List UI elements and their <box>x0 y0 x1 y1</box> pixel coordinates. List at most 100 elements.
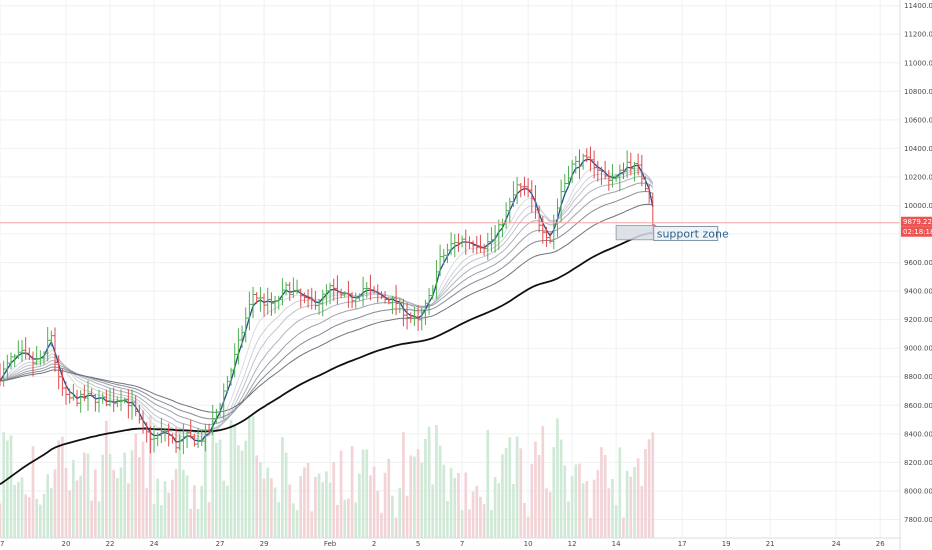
volume-bar <box>596 470 600 538</box>
ohlc-bar <box>610 164 615 188</box>
ohlc-bar <box>482 243 487 256</box>
volume-bar <box>2 432 6 538</box>
volume-bar <box>519 448 523 538</box>
volume-bar <box>251 416 255 538</box>
time-tick-label: 24 <box>150 540 159 548</box>
ohlc-bar <box>449 232 454 256</box>
volume-bar <box>273 487 277 538</box>
current-price-label: 9879.22 <box>903 218 932 226</box>
volume-bar <box>35 498 39 538</box>
volume-bar <box>449 467 453 538</box>
volume-bar <box>369 475 372 538</box>
volume-bar <box>328 482 332 538</box>
ohlc-bar <box>595 160 600 182</box>
ohlc-bar <box>603 160 608 180</box>
volume-bar <box>270 478 273 538</box>
volume-bar <box>160 505 163 538</box>
ohlc-bar <box>529 180 534 213</box>
ohlc-bar <box>12 353 17 368</box>
volume-bar <box>629 476 633 538</box>
ohlc-bar <box>155 432 160 447</box>
ohlc-bar <box>122 397 127 404</box>
volume-bar <box>405 495 409 538</box>
ohlc-bar <box>221 383 226 420</box>
ohlc-bar <box>144 421 149 443</box>
price-tick-label: 8600.00 <box>904 402 932 410</box>
price-tick-label: 9600.00 <box>904 259 932 267</box>
ohlc-bar <box>518 182 523 198</box>
ohlc-bar <box>357 293 362 301</box>
volume-bar <box>526 516 530 538</box>
volume-bar <box>618 447 622 538</box>
volume-bar <box>108 454 112 538</box>
ohlc-bar <box>276 295 281 310</box>
volume-bar <box>365 449 369 538</box>
time-tick-label: 29 <box>260 540 269 548</box>
volume-bar <box>141 441 145 538</box>
volume-bar <box>468 509 471 538</box>
ohlc-bar <box>97 389 102 413</box>
ohlc-bar <box>379 291 384 300</box>
ohlc-bar <box>42 351 47 365</box>
ohlc-bar <box>643 176 648 191</box>
ohlc-bar <box>331 278 336 301</box>
ohlc-bar <box>537 205 542 233</box>
volume-bar <box>376 490 380 538</box>
volume-bar <box>72 459 75 538</box>
ohlc-bar <box>551 214 556 250</box>
ohlc-bar <box>636 153 641 176</box>
ohlc-bar <box>306 289 311 308</box>
volume-bar <box>336 504 339 538</box>
ohlc-bar <box>427 288 432 315</box>
volume-bar <box>479 496 482 538</box>
volume-bar <box>460 510 464 538</box>
ohlc-bar <box>581 153 586 170</box>
time-tick-label: 21 <box>766 540 775 548</box>
volume-bar <box>398 487 402 538</box>
volume-bar <box>603 454 607 538</box>
ohlc-bar <box>56 355 61 390</box>
time-tick-label: 7 <box>460 540 464 548</box>
volume-bar <box>453 477 457 538</box>
ohlc-bar <box>254 292 259 304</box>
price-tick-label: 10200.00 <box>904 173 932 181</box>
volume-bar <box>207 502 211 538</box>
time-tick-label: 24 <box>832 540 841 548</box>
volume-bar <box>226 485 229 538</box>
ohlc-bar <box>75 389 80 407</box>
volume-bar <box>262 478 266 538</box>
volume-bar <box>314 476 317 538</box>
ohlc-bar <box>566 165 571 187</box>
volume-bar <box>581 483 585 538</box>
volume-bar <box>130 450 134 538</box>
volume-bar <box>218 439 222 538</box>
ohlc-bar <box>467 236 472 250</box>
volume-bar <box>310 511 314 538</box>
volume-bar <box>464 472 468 538</box>
ohlc-bar <box>397 298 402 314</box>
volume-bar <box>600 447 603 538</box>
volume-bar <box>75 480 79 538</box>
support-zone-label-box <box>653 225 719 241</box>
ohlc-bar <box>588 146 593 172</box>
volume-bar <box>647 439 651 538</box>
volume-bar <box>556 418 559 538</box>
ohlc-bar <box>192 433 197 447</box>
ohlc-bar <box>548 232 553 244</box>
ohlc-bar <box>386 297 391 305</box>
ohlc-bar <box>71 383 76 401</box>
volume-bar <box>215 442 218 538</box>
ohlc-bar <box>5 354 10 380</box>
volume-bar <box>295 510 299 538</box>
volume-bar <box>457 473 460 538</box>
volume-bar <box>174 469 178 538</box>
volume-bar <box>200 485 204 538</box>
volume-bar <box>248 415 251 538</box>
volume-bar <box>233 424 237 538</box>
volume-bar <box>548 492 552 538</box>
ohlc-bar <box>412 306 417 326</box>
ohlc-bar <box>225 375 230 393</box>
ohlc-bar <box>309 287 314 310</box>
support-zone: support zone <box>615 224 729 241</box>
